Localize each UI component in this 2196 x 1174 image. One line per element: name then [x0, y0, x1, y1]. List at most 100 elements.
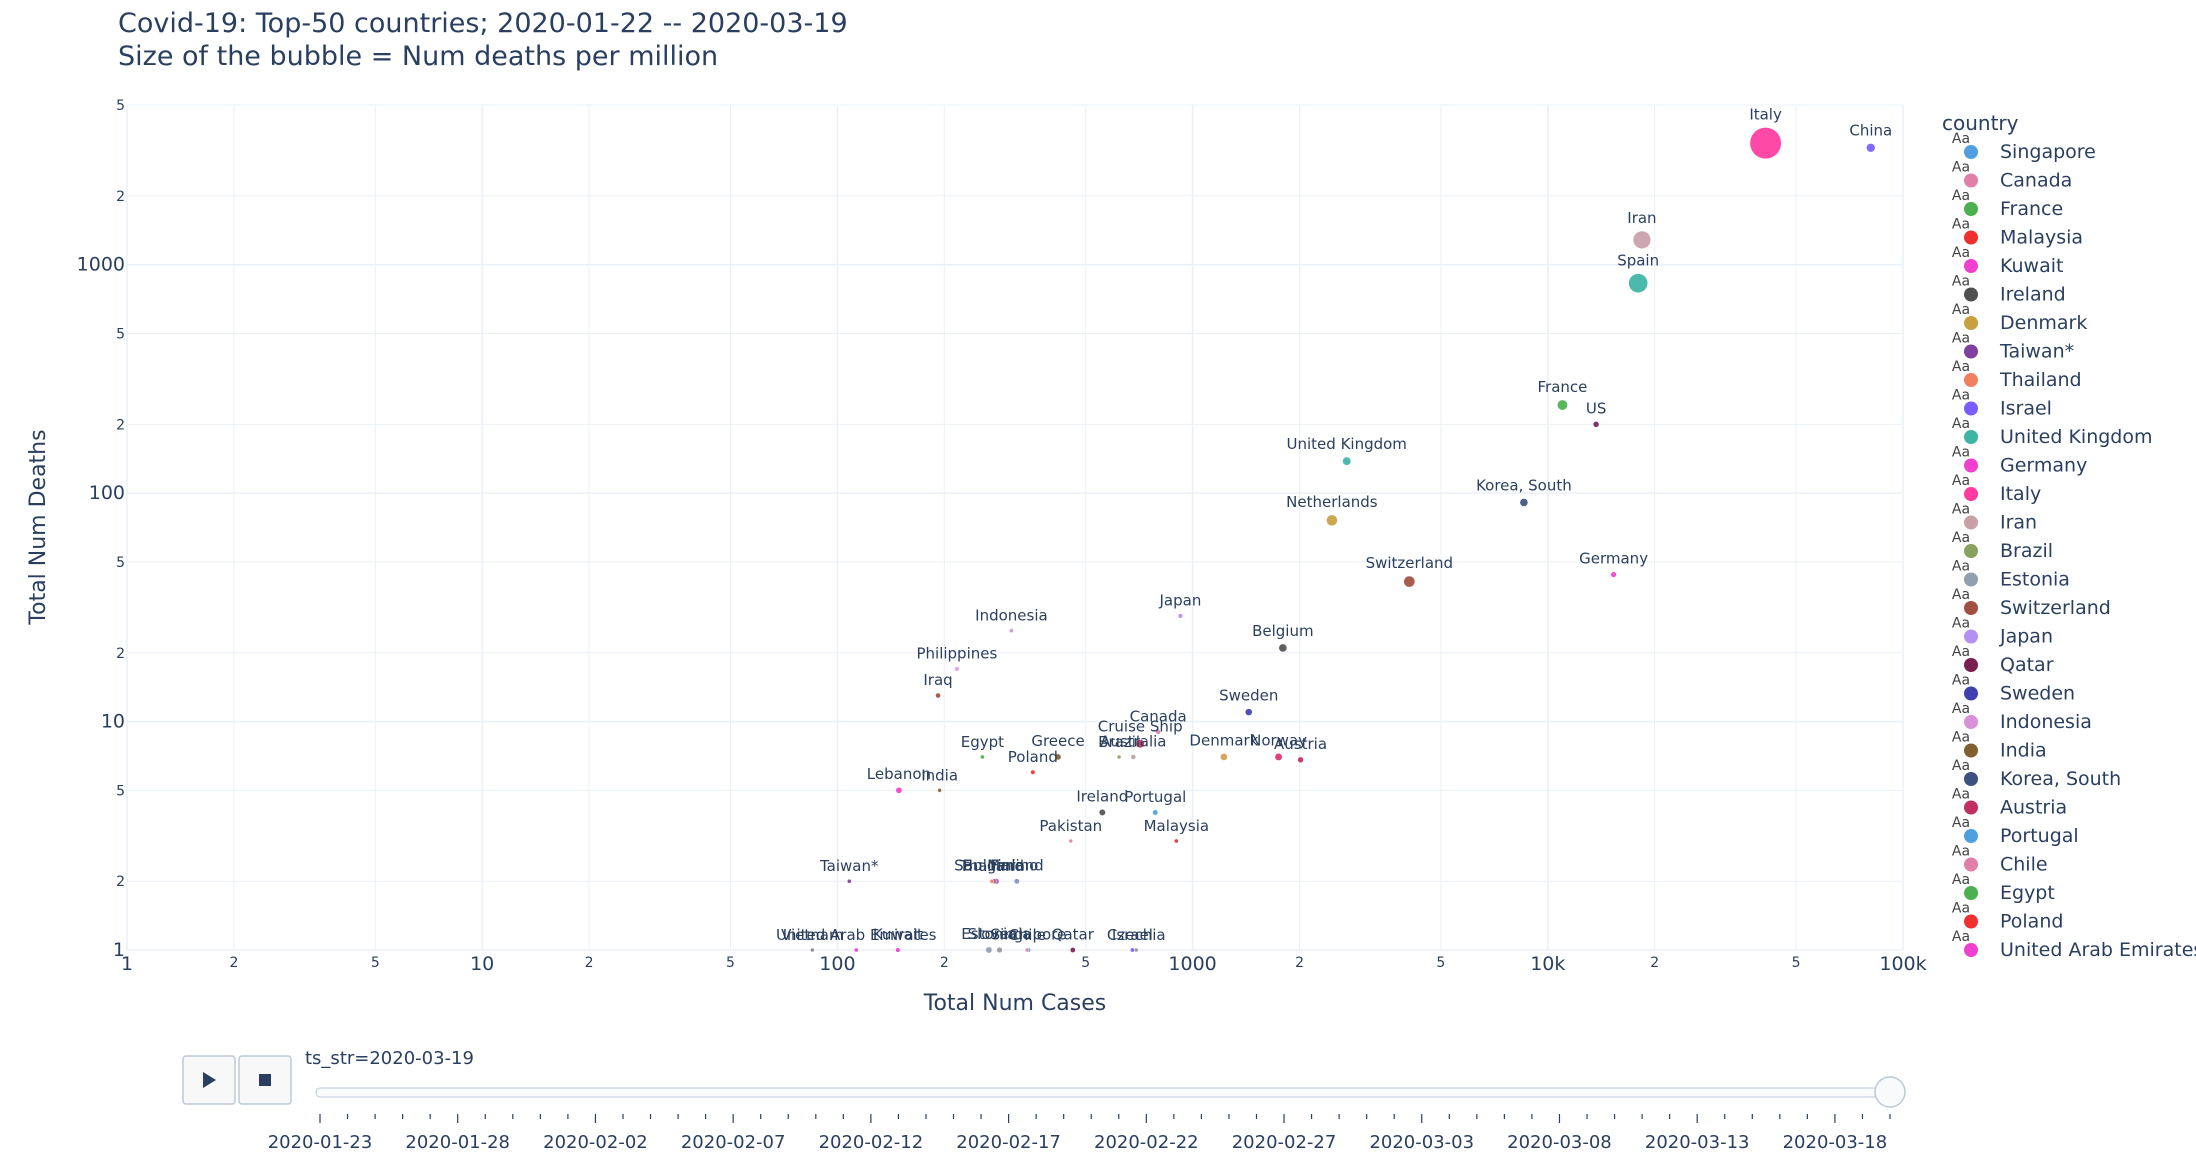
legend-swatch: [1964, 572, 1978, 587]
legend-item-label: Italy: [2000, 483, 2041, 505]
bubble-point: [1326, 514, 1338, 527]
x-tick-label: 2: [1295, 955, 1304, 971]
bubble-label: Pakistan: [1039, 817, 1102, 835]
x-tick-label: 2: [1650, 955, 1659, 971]
bubble-point: [1030, 769, 1036, 775]
slider-date-label: 2020-03-18: [1783, 1132, 1888, 1153]
bubble-point: [1632, 230, 1652, 249]
bubble-point: [1069, 947, 1076, 953]
bubble-label: Philippines: [916, 645, 997, 663]
bubble-point: [1152, 809, 1159, 816]
legend-item-label: Poland: [2000, 911, 2063, 933]
grid: [126, 104, 1904, 951]
legend-symbol-text: Aa: [1952, 701, 1970, 717]
bubble-point: [1866, 143, 1876, 153]
legend-item-label: France: [2000, 198, 2063, 220]
bubble-label: Chile: [1008, 926, 1046, 944]
slider-handle[interactable]: [1874, 1076, 1906, 1108]
bubble-point: [895, 786, 903, 794]
bubble-label: Austria: [1274, 735, 1327, 753]
legend-item-label: Korea, South: [2000, 768, 2121, 790]
legend-item-label: Kuwait: [2000, 255, 2063, 277]
bubble-label: Lebanon: [867, 765, 931, 783]
legend-item-label: Indonesia: [2000, 711, 2092, 733]
bubble-point: [1403, 575, 1416, 588]
bubble-point: [1749, 127, 1782, 160]
bubble-point: [980, 754, 985, 760]
legend-swatch: [1964, 772, 1978, 786]
y-tick-label: 5: [116, 326, 125, 342]
animation-controls: [182, 1055, 292, 1105]
legend-item-label: Malaysia: [2000, 227, 2083, 249]
bubble-point: [1557, 399, 1568, 411]
legend-item-label: Taiwan*: [1999, 341, 2074, 363]
legend-item-label: Israel: [2000, 398, 2052, 420]
x-tick-label: 1: [121, 953, 133, 975]
bubble-point: [1133, 947, 1139, 953]
bubble-label: Spain: [1617, 252, 1659, 270]
bubble-label: United Kingdom: [1287, 435, 1407, 453]
legend-item-label: Chile: [2000, 854, 2048, 876]
legend-symbol-text: Aa: [1952, 131, 1970, 147]
x-axis-ticks: 1 10 100 1000 10k 100k 2 5 2 5 2 5 2 5 2 5: [121, 953, 1927, 975]
bubble-point: [1297, 756, 1304, 764]
legend[interactable]: country Aa Singapore Aa Canada Aa France Aa Mal…: [1942, 111, 2196, 961]
y-tick-label: 1: [113, 939, 125, 961]
bubble-label: Netherlands: [1286, 493, 1378, 511]
bubble-label: Estonia: [961, 925, 1016, 943]
slider-rail[interactable]: [315, 1087, 1891, 1098]
slider-date-label: 2020-02-07: [681, 1132, 786, 1153]
legend-symbol-text: Aa: [1952, 787, 1970, 803]
bubble-label: US: [1586, 399, 1607, 417]
legend-swatch: [1964, 458, 1978, 473]
bubble-label: Italy: [1749, 105, 1782, 123]
bubble-label: Norway: [1250, 731, 1307, 749]
legend-swatch: [1964, 401, 1978, 416]
bubble-label: Taiwan*: [819, 857, 879, 875]
legend-swatch: [1964, 430, 1978, 444]
legend-swatch: [1964, 230, 1978, 245]
bubble-label: Qatar: [1052, 925, 1095, 943]
bubble-point: [954, 666, 960, 672]
bubble-label: Brazil: [1098, 733, 1140, 751]
legend-symbol-text: Aa: [1952, 302, 1970, 318]
bubble-point: [937, 788, 942, 793]
legend-item-label: United Kingdom: [2000, 426, 2153, 448]
bubble-label: China: [1849, 121, 1892, 139]
legend-item-label: Ireland: [2000, 284, 2066, 306]
stop-button[interactable]: [238, 1055, 292, 1105]
legend-title: country: [1942, 111, 2019, 135]
y-tick-label: 2: [116, 646, 125, 662]
slider-date-label: 2020-02-12: [819, 1132, 924, 1153]
legend-symbol-text: Aa: [1952, 502, 1970, 518]
plot-area[interactable]: [127, 105, 1903, 950]
legend-symbol-text: Aa: [1952, 844, 1970, 860]
bubble-point: [846, 878, 852, 884]
bubble-label: Iran: [1627, 209, 1656, 227]
bubble-label: Switzerland: [1366, 554, 1454, 572]
legend-symbol-text: Aa: [1952, 359, 1970, 375]
play-button[interactable]: [182, 1055, 236, 1105]
legend-swatch: [1964, 373, 1978, 387]
x-tick-label: 2: [585, 955, 594, 971]
y-tick-label: 5: [116, 98, 125, 114]
legend-swatch: [1964, 259, 1978, 273]
slider-ticks: 2020-01-23 2020-01-28 2020-02-02 2020-02-07…: [268, 1114, 1891, 1153]
slider-current-value: ts_str=2020-03-19: [305, 1048, 474, 1069]
bubble-label: Portugal: [1124, 788, 1186, 806]
bubble-label: France: [1537, 378, 1587, 396]
bubble-label: Slovenia: [968, 925, 1032, 943]
bubble-point: [1610, 571, 1617, 578]
legend-swatch: [1964, 316, 1978, 330]
bubble-labels: Italy Spain Iran Switzerland Netherlands Fran…: [776, 105, 1892, 944]
bubble-point: [1116, 754, 1122, 760]
bubble-point: [1155, 729, 1161, 735]
legend-item-label: United Arab Emirates: [2000, 939, 2196, 961]
bubble-point: [1013, 878, 1020, 885]
bubble-label: Thailand: [959, 857, 1024, 875]
y-tick-label: 1000: [77, 254, 125, 276]
bubble-label: Denmark: [1189, 731, 1258, 749]
legend-symbol-text: Aa: [1952, 388, 1970, 404]
bubble-label: Sweden: [1219, 687, 1278, 705]
legend-item-label: Denmark: [2000, 312, 2087, 334]
